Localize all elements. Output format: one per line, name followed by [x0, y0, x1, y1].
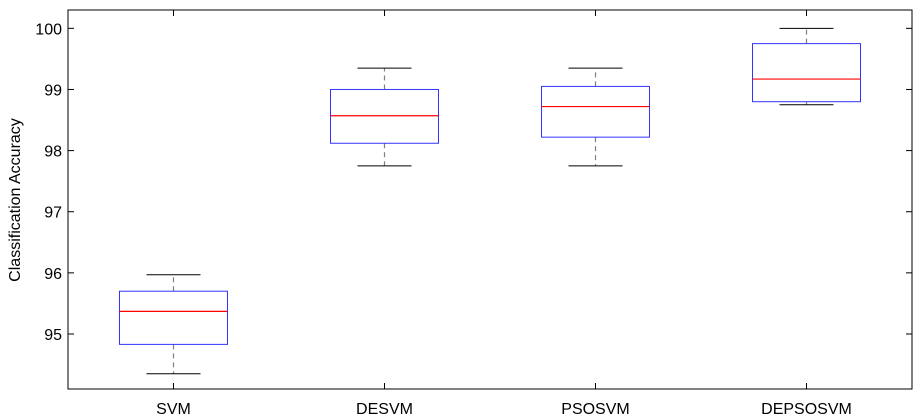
box-iqr: [119, 290, 228, 345]
plot-frame: [67, 9, 913, 390]
x-tick-label: DEPSOSVM: [761, 401, 852, 418]
y-tick-label: 100: [35, 21, 62, 38]
boxes-group: [119, 27, 861, 375]
y-tick-label: 96: [44, 266, 62, 283]
box-depsosvm: [752, 27, 861, 106]
x-tick-label: SVM: [156, 401, 191, 418]
box-desvm: [330, 67, 439, 167]
box-svm: [119, 274, 228, 375]
box-psosvm: [541, 67, 650, 167]
plot-area: [67, 9, 913, 390]
box-iqr: [752, 43, 861, 103]
x-tick-label: DESVM: [356, 401, 413, 418]
box-iqr: [541, 85, 650, 138]
y-axis-label: Classification Accuracy: [7, 118, 24, 282]
x-tick-label: PSOSVM: [561, 401, 629, 418]
x-axis: SVM DESVM PSOSVM DEPSOSVM: [156, 10, 852, 418]
y-axis: 95 96 97 98 99 100: [35, 21, 912, 344]
box-iqr: [330, 88, 439, 144]
y-tick-label: 99: [44, 82, 62, 99]
y-tick-label: 97: [44, 205, 62, 222]
y-tick-label: 98: [44, 144, 62, 161]
y-tick-label: 95: [44, 327, 62, 344]
